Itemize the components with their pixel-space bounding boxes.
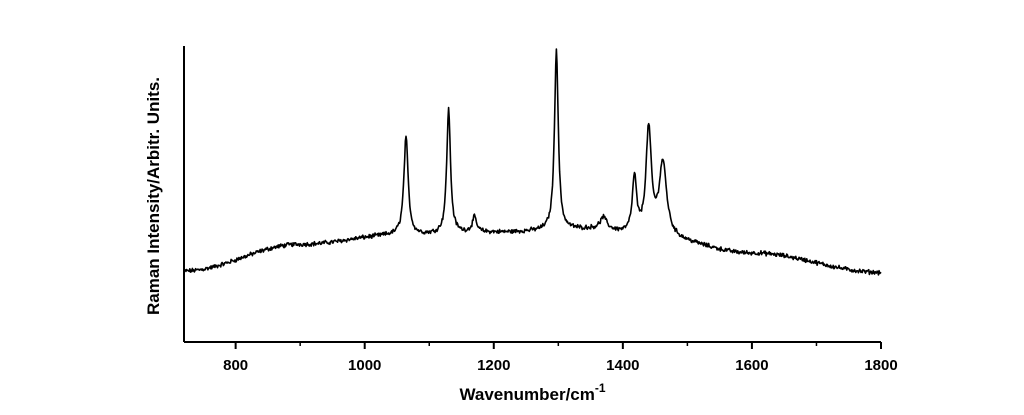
plot-area: [183, 48, 882, 276]
y-axis-title: Raman Intensity/Arbitr. Units.: [144, 77, 163, 315]
x-tick-label: 1400: [606, 357, 639, 374]
x-tick-label: 1600: [735, 357, 768, 374]
x-tick-label: 1000: [348, 357, 381, 374]
x-axis-ticks: 800 1000 1200 1400 1600 1800: [223, 342, 898, 374]
spectrum-line: [183, 48, 882, 276]
x-axis-title-text: Wavenumber/cm: [459, 385, 594, 404]
x-tick-label: 1200: [477, 357, 510, 374]
x-axis-title-superscript: -1: [595, 381, 606, 395]
x-tick-label: 800: [223, 357, 248, 374]
x-axis-title: Wavenumber/cm-1: [459, 381, 605, 404]
x-tick-label: 1800: [864, 357, 897, 374]
